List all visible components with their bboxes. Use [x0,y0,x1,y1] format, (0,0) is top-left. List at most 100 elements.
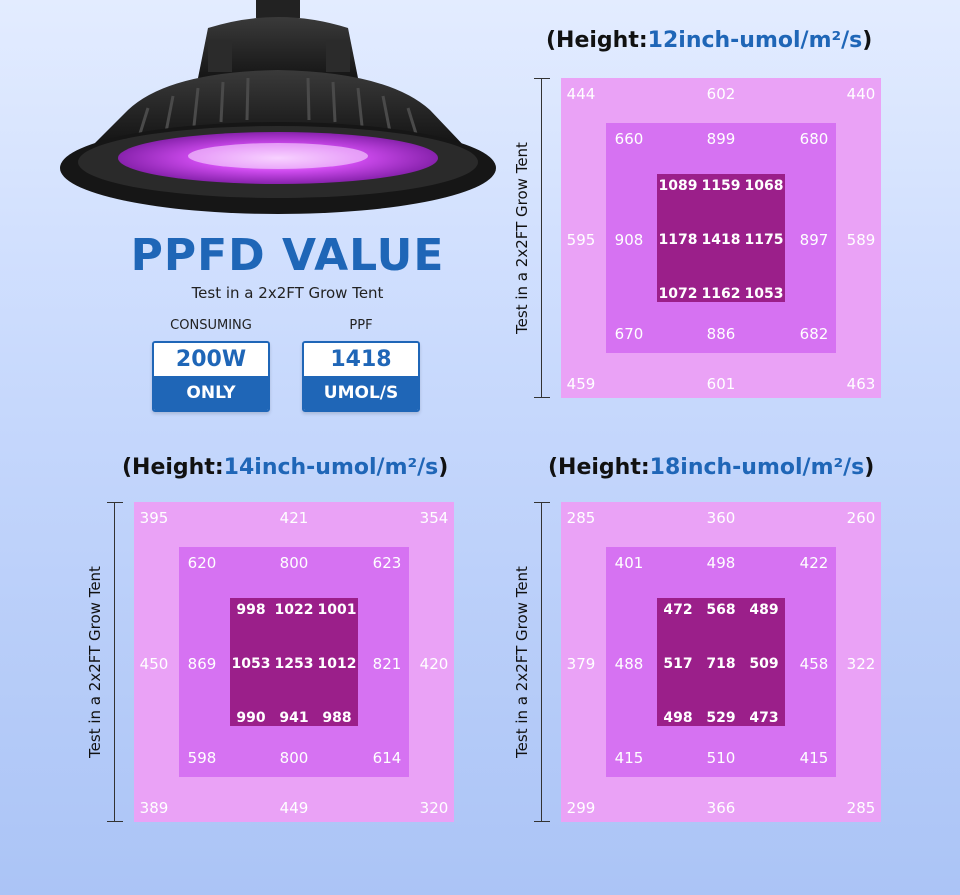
center-value: 517 [663,656,693,672]
title-value: 18inch-umol/m²/s [649,455,865,480]
center-value: 489 [749,602,779,618]
center-value: 941 [279,710,309,726]
outer-value: 463 [846,375,876,393]
outer-value: 444 [566,85,596,103]
center-value: 1068 [744,178,784,194]
outer-value: 379 [566,655,596,673]
middle-value: 908 [614,231,644,249]
outer-value: 322 [846,655,876,673]
spec-unit: ONLY [154,376,268,410]
title-prefix: (Height: [546,28,648,53]
title-value: 14inch-umol/m²/s [223,455,439,480]
center-value: 568 [706,602,736,618]
middle-value: 800 [279,749,309,767]
middle-value: 488 [614,655,644,673]
center-value: 509 [749,656,779,672]
side-measure: Test in a 2x2FT Grow Tent [513,78,550,398]
grow-light-image [60,0,496,214]
middle-value: 821 [372,655,402,673]
center-zone [657,598,785,726]
center-value: 1159 [701,178,741,194]
middle-value: 598 [187,749,217,767]
middle-value: 623 [372,554,402,572]
center-value: 1053 [231,656,271,672]
center-value: 1089 [658,178,698,194]
title-suffix: ) [862,28,873,53]
center-value: 498 [663,710,693,726]
side-label: Test in a 2x2FT Grow Tent [513,566,531,758]
center-value: 473 [749,710,779,726]
outer-value: 449 [279,799,309,817]
ppfd-grid-12inch: 444 602 440 595 589 459 601 463 660 899 680 908 897 6… [561,78,881,398]
center-value: 1053 [744,286,784,302]
center-value: 990 [236,710,266,726]
middle-value: 886 [706,325,736,343]
chart-title-14inch: (Height:14inch-umol/m²/s) [122,455,448,480]
outer-value: 595 [566,231,596,249]
ppf-spec: PPF 1418 UMOL/S [302,318,420,412]
center-value: 472 [663,602,693,618]
title-suffix: ) [864,455,875,480]
spec-value: 1418 [304,343,418,376]
outer-value: 601 [706,375,736,393]
outer-value: 440 [846,85,876,103]
outer-value: 420 [419,655,449,673]
side-measure: Test in a 2x2FT Grow Tent [513,502,550,822]
center-value: 718 [706,656,736,672]
center-value: 1418 [701,232,741,248]
side-label: Test in a 2x2FT Grow Tent [86,566,104,758]
middle-value: 620 [187,554,217,572]
middle-value: 670 [614,325,644,343]
ppfd-grid-18inch: 285 360 260 379 322 299 366 285 401 498 422 488 458 4… [561,502,881,822]
middle-value: 401 [614,554,644,572]
center-value: 1072 [658,286,698,302]
center-zone [657,174,785,302]
middle-value: 614 [372,749,402,767]
outer-value: 285 [566,509,596,527]
center-value: 1012 [317,656,357,672]
middle-value: 899 [706,130,736,148]
middle-value: 510 [706,749,736,767]
chart-title-12inch: (Height:12inch-umol/m²/s) [546,28,872,53]
outer-value: 320 [419,799,449,817]
center-value: 988 [322,710,352,726]
outer-value: 360 [706,509,736,527]
middle-value: 422 [799,554,829,572]
title-prefix: (Height: [122,455,224,480]
spec-unit: UMOL/S [304,376,418,410]
middle-value: 682 [799,325,829,343]
page-subtitle: Test in a 2x2FT Grow Tent [191,284,384,302]
middle-value: 458 [799,655,829,673]
middle-value: 660 [614,130,644,148]
title-suffix: ) [438,455,449,480]
outer-value: 421 [279,509,309,527]
center-value: 998 [236,602,266,618]
outer-value: 260 [846,509,876,527]
center-value: 1022 [274,602,314,618]
middle-value: 800 [279,554,309,572]
middle-value: 680 [799,130,829,148]
center-value: 1253 [274,656,314,672]
spec-label: CONSUMING [170,318,252,333]
title-value: 12inch-umol/m²/s [647,28,863,53]
center-zone [230,598,358,726]
outer-value: 285 [846,799,876,817]
outer-value: 459 [566,375,596,393]
outer-value: 389 [139,799,169,817]
outer-value: 366 [706,799,736,817]
spec-label: PPF [349,318,373,333]
side-label: Test in a 2x2FT Grow Tent [513,142,531,334]
outer-value: 602 [706,85,736,103]
spec-box: 200W ONLY [152,341,270,412]
side-measure: Test in a 2x2FT Grow Tent [86,502,123,822]
chart-title-18inch: (Height:18inch-umol/m²/s) [548,455,874,480]
outer-value: 299 [566,799,596,817]
consuming-spec: CONSUMING 200W ONLY [152,318,270,412]
outer-value: 589 [846,231,876,249]
outer-value: 354 [419,509,449,527]
center-value: 1175 [744,232,784,248]
center-value: 1178 [658,232,698,248]
center-value: 1162 [701,286,741,302]
spec-box: 1418 UMOL/S [302,341,420,412]
center-value: 1001 [317,602,357,618]
